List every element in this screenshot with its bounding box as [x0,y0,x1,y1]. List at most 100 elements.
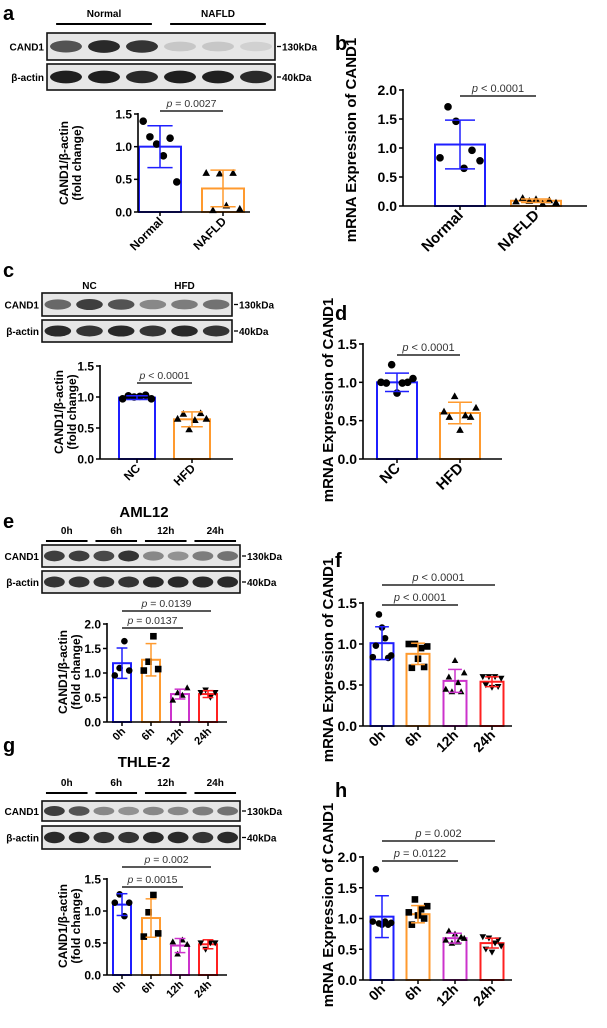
y-axis-label: (fold change) [69,634,83,709]
p-symbol: p [127,874,134,886]
blot-band [164,41,196,52]
blot-band [68,831,90,844]
data-point [382,379,391,387]
panel-letter-e: e [3,511,14,533]
data-point [166,134,174,142]
p-symbol: p [401,342,408,354]
blot-band [202,41,234,52]
y-tick-label: 0.5 [378,169,398,185]
data-point [111,899,119,906]
blot-membrane [41,570,241,594]
blot-membrane [46,63,276,91]
blot-band [118,806,140,816]
x-tick-label: NAFLD [190,214,229,253]
y-tick-label: 1.0 [338,374,358,390]
x-tick-label: HFD [171,461,199,489]
blot-group-label: NC [82,281,96,292]
data-point [369,918,377,925]
y-tick-label: 0.0 [338,451,358,467]
x-tick-label: 12h [164,725,186,747]
blot-band [217,576,239,588]
p-value-label: p < 0.0001 [401,342,454,354]
blot-band [217,831,239,844]
data-point [451,657,459,664]
x-tick-label: 0h [111,725,129,743]
y-axis-label: (fold change) [69,888,83,963]
data-point [476,156,484,165]
x-tick-label: 24h [192,978,214,1000]
p-symbol: p [139,370,146,382]
data-point [518,194,527,201]
kda-marker-label: 130kDa [239,301,274,312]
x-tick-label: 6h [401,727,424,750]
data-point [423,902,431,910]
blot-band [192,831,214,844]
data-point [202,414,211,422]
panel-letter-g: g [3,735,15,757]
data-point [139,117,147,125]
y-tick-label: 0.0 [84,715,101,729]
y-tick-label: 0.5 [84,691,101,705]
blot-group-label: HFD [174,281,195,292]
blot-band [171,325,198,337]
blot-group-label: NAFLD [201,9,235,20]
data-point [411,640,419,648]
blot-band [142,551,164,561]
x-tick-label: NC [376,460,403,487]
data-point [512,197,520,205]
blot-row-label: β-actin [6,834,39,845]
data-point [121,637,128,645]
y-axis-label: (fold change) [65,374,79,449]
p-symbol: p [393,592,400,604]
data-point [197,940,205,947]
blot-row-label: CAND1 [5,807,40,818]
bar-chart-g: CAND1/β-actin (fold change) 0h 6h 12h 24h 0.0 0… [56,854,227,1001]
x-tick-label: 6h [401,981,424,1004]
blot-membrane [41,544,241,568]
x-tick-label: NAFLD [495,207,543,255]
blot-band [50,40,82,53]
data-point [372,866,380,873]
data-point [423,643,431,650]
blot-band [192,576,214,588]
panel-letter-d: d [335,303,347,325]
data-point [111,672,119,679]
panel-letter-f: f [335,550,342,572]
blot-band [50,70,82,84]
blot-band [217,551,239,561]
data-point [369,653,377,661]
blot-band [76,298,103,311]
data-point [183,684,191,691]
x-tick-label: 12h [433,727,461,755]
y-tick-label: 2.0 [84,617,101,631]
y-tick-label: 1.5 [84,872,101,886]
p-symbol: p [143,854,150,866]
data-point [125,667,133,674]
blot-membrane [41,800,241,822]
y-axis-label: CAND1/β-actin [57,121,71,205]
data-point [173,414,182,422]
blot-group-label: 0h [61,778,73,789]
blot-row-label: CAND1 [5,552,40,563]
data-point [159,152,168,160]
y-tick-label: 0.5 [338,413,358,429]
data-point [211,940,219,947]
data-point [147,395,156,403]
data-point [538,199,547,207]
data-point [436,154,444,162]
y-axis-label: mRNA Expression of CAND1 [320,803,337,1007]
blot-band [43,831,65,844]
y-tick-label: 0.5 [84,936,101,950]
data-point [497,943,505,950]
blot-band [118,550,140,562]
blot-band [164,70,196,84]
p-value-label: p < 0.0001 [393,592,446,604]
blot-membrane [41,825,241,850]
blot-band [44,325,72,337]
y-tick-label: 0.0 [115,205,132,219]
p-value-label: p = 0.002 [414,828,461,840]
blot-band [107,299,135,310]
data-point [183,940,191,947]
data-point [154,665,162,673]
